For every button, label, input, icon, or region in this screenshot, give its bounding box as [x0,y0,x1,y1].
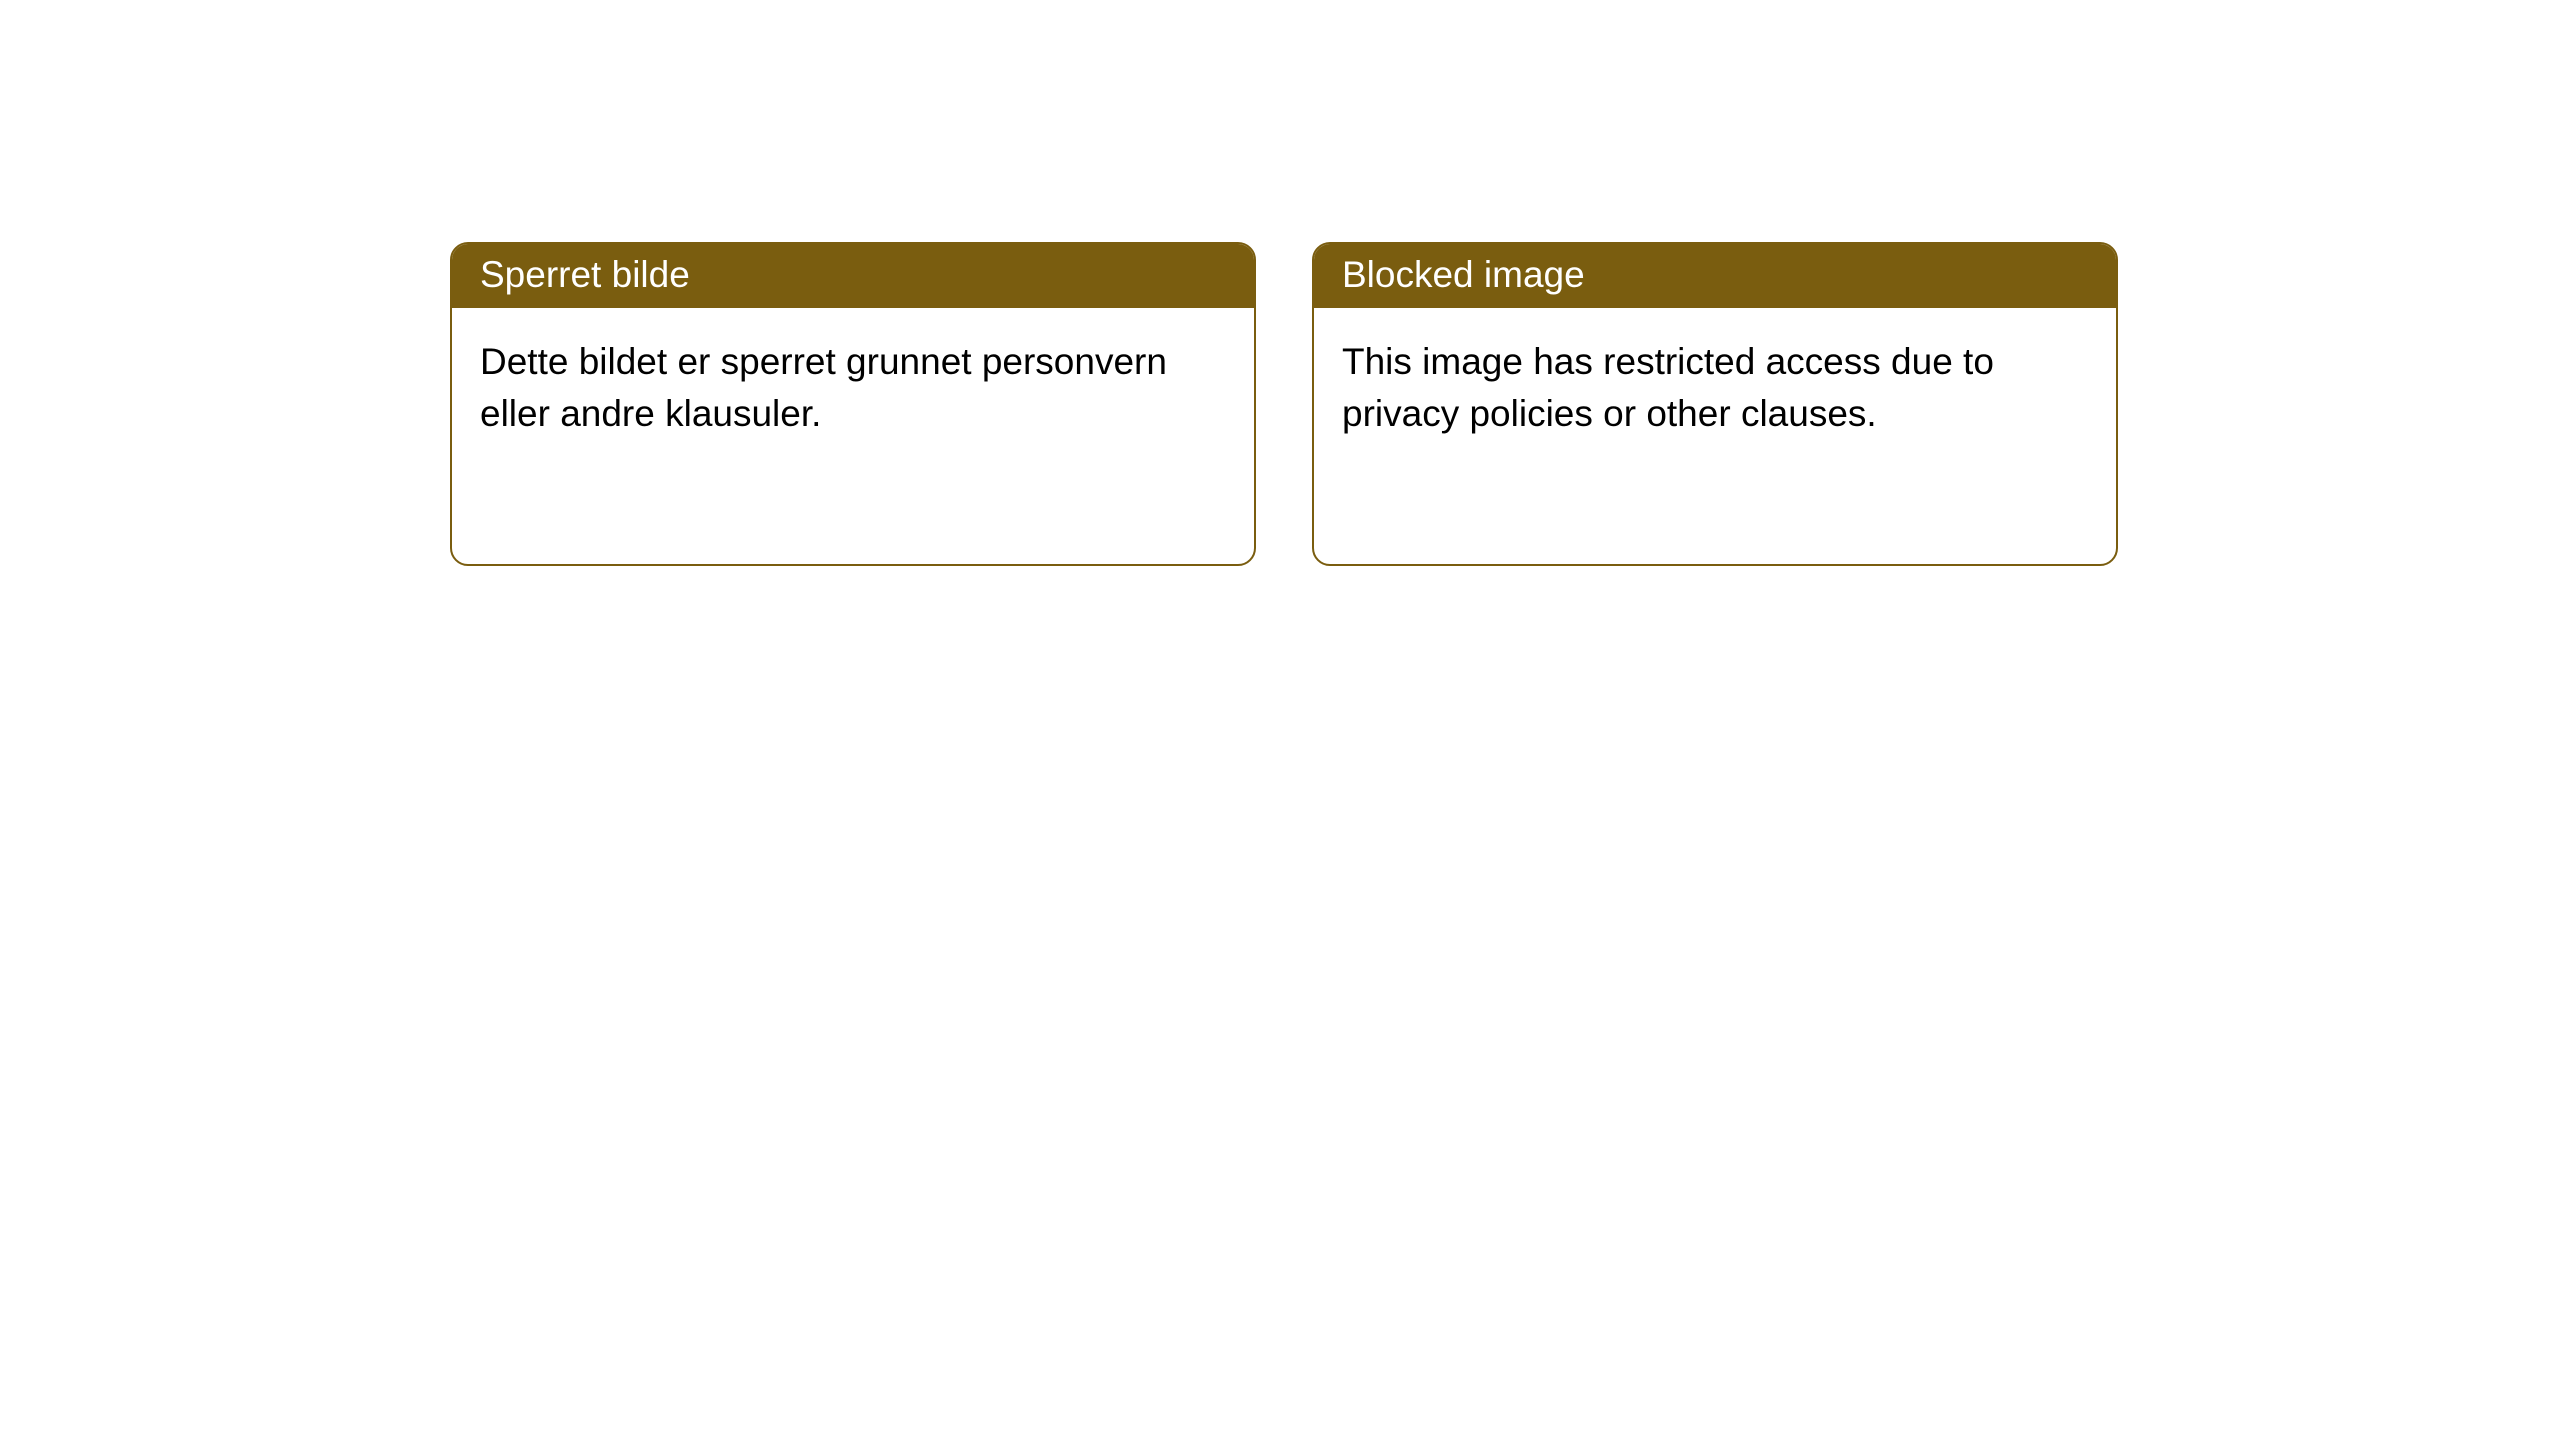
blocked-image-card-no: Sperret bilde Dette bildet er sperret gr… [450,242,1256,566]
cards-container: Sperret bilde Dette bildet er sperret gr… [450,242,2118,566]
card-body-text: Dette bildet er sperret grunnet personve… [480,336,1226,440]
card-header-text: Sperret bilde [480,254,690,295]
blocked-image-card-en: Blocked image This image has restricted … [1312,242,2118,566]
card-body-text: This image has restricted access due to … [1342,336,2088,440]
card-header-text: Blocked image [1342,254,1585,295]
card-header-en: Blocked image [1314,244,2116,308]
card-body-no: Dette bildet er sperret grunnet personve… [452,308,1254,564]
card-body-en: This image has restricted access due to … [1314,308,2116,564]
card-header-no: Sperret bilde [452,244,1254,308]
